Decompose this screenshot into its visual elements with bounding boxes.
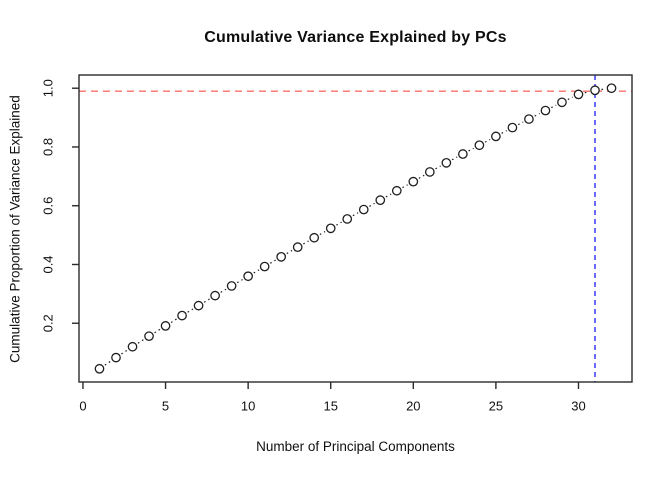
data-point <box>292 242 303 253</box>
series-connector-segment <box>121 349 128 355</box>
series-connector-segment <box>517 121 524 126</box>
series-connector-segment <box>435 165 441 170</box>
x-axis-tick-label: 5 <box>162 399 169 414</box>
data-point <box>408 176 419 187</box>
series-connector-segment <box>352 212 359 217</box>
series-connector-segment <box>451 156 458 161</box>
data-point <box>474 140 485 151</box>
series-connector-segment <box>468 147 474 152</box>
data-point <box>491 131 501 142</box>
series-connector-segment <box>385 193 392 198</box>
data-point <box>557 97 567 108</box>
data-point <box>127 341 138 352</box>
data-point <box>94 363 105 374</box>
series-connector-segment <box>501 130 507 134</box>
series-connector-segment <box>484 138 491 143</box>
series-connector-segment <box>534 112 540 117</box>
series-connector-segment <box>154 328 161 334</box>
series-connector-segment <box>418 174 425 179</box>
x-axis-tick-label: 15 <box>323 399 337 414</box>
data-point <box>391 185 402 196</box>
data-point <box>160 321 171 331</box>
data-point <box>441 157 452 168</box>
data-point <box>226 281 237 291</box>
data-point <box>524 114 534 124</box>
y-axis-tick-label: 0.6 <box>41 197 56 215</box>
series-connector-segment <box>567 96 573 101</box>
series-connector-segment <box>253 269 260 274</box>
series-connector-segment <box>551 104 557 109</box>
series-connector-segment <box>170 318 177 323</box>
data-point <box>606 83 617 94</box>
series-connector-segment <box>269 259 276 264</box>
y-axis-title-text: Cumulative Proportion of Variance Explai… <box>7 95 23 363</box>
series-connector-segment <box>584 91 589 94</box>
data-point <box>507 122 518 133</box>
y-axis-tick-label: 0.8 <box>41 138 56 156</box>
data-point <box>424 167 435 177</box>
data-point <box>177 310 187 321</box>
y-axis-tick-label: 0.4 <box>41 255 56 273</box>
data-point <box>573 89 584 100</box>
data-point <box>325 223 336 234</box>
plot-box <box>78 74 633 383</box>
chart-title: Cumulative Variance Explained by PCs <box>204 29 507 46</box>
x-axis-title: Number of Principal Components <box>256 439 455 454</box>
data-point <box>210 290 220 301</box>
series-connector-segment <box>203 298 210 303</box>
data-point <box>144 331 154 342</box>
x-axis-tick-label: 10 <box>241 399 255 414</box>
series-connector-segment <box>402 184 408 189</box>
data-point <box>540 105 551 116</box>
data-point <box>309 232 320 243</box>
series-connector-segment <box>187 308 194 313</box>
data-point <box>342 214 353 224</box>
data-point <box>193 300 204 311</box>
data-point <box>375 195 386 206</box>
x-axis-tick-label: 30 <box>571 399 585 414</box>
x-axis-tick-label: 25 <box>489 399 503 414</box>
series-connector-segment <box>369 202 375 207</box>
series-connector-segment <box>236 279 243 284</box>
data-point <box>276 251 287 262</box>
series-connector-segment <box>104 360 111 366</box>
series-connector-segment <box>336 221 342 226</box>
data-point <box>259 261 270 272</box>
series-connector-segment <box>319 231 326 236</box>
data-point <box>243 271 253 282</box>
y-axis-tick-label: 1.0 <box>41 79 56 97</box>
data-point <box>111 352 121 363</box>
data-point <box>458 149 468 159</box>
x-axis-tick-label: 0 <box>79 399 86 414</box>
data-point <box>590 85 600 96</box>
y-axis-tick-label: 0.2 <box>41 314 56 332</box>
series-connector-segment <box>220 288 227 293</box>
data-point <box>358 204 369 215</box>
series-connector-segment <box>303 240 309 245</box>
series-connector-segment <box>286 249 293 255</box>
series-connector-segment <box>137 339 144 344</box>
x-axis-tick-label: 20 <box>406 399 420 414</box>
